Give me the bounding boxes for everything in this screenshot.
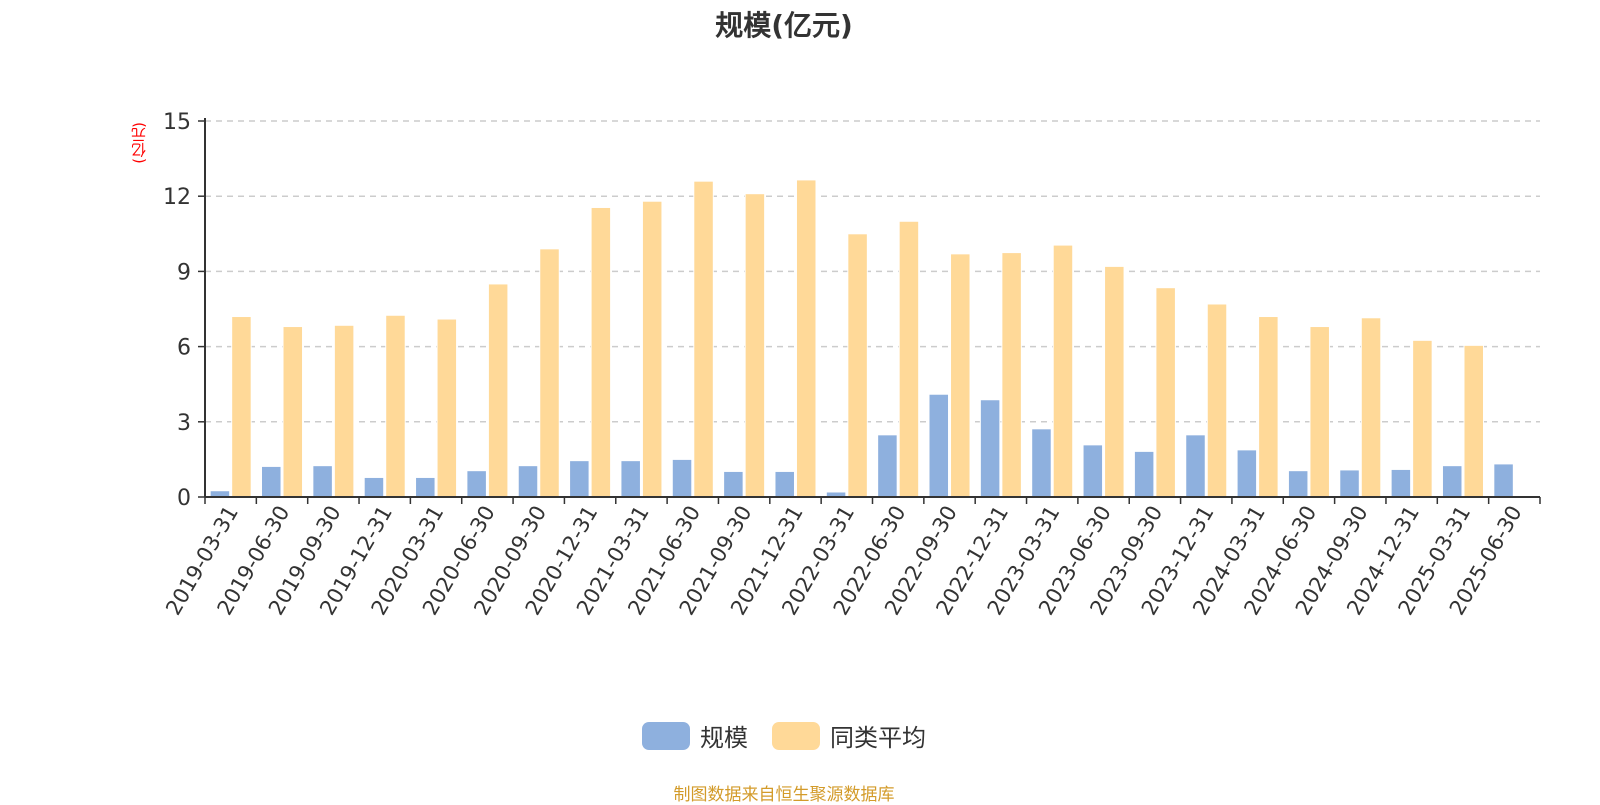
bar-peer-average — [487, 283, 509, 498]
bar-scale — [517, 465, 539, 498]
bar-scale — [466, 470, 487, 498]
bar-scale — [363, 476, 385, 498]
legend-swatch — [642, 721, 690, 750]
y-tick-label: 12 — [163, 185, 191, 210]
bar-peer-average — [1360, 317, 1382, 498]
bar-peer-average — [744, 193, 766, 498]
bar-peer-average — [436, 318, 458, 498]
bar-peer-average — [282, 326, 304, 498]
y-tick-label: 15 — [163, 110, 191, 135]
bar-scale — [928, 393, 950, 498]
bar-scale — [1082, 444, 1104, 498]
bar-peer-average — [385, 314, 406, 498]
bar-peer-average — [795, 179, 817, 498]
bar-scale — [723, 470, 744, 498]
bars — [209, 179, 1514, 498]
y-tick-labels: 0 3 6 9 12 15 — [163, 110, 191, 511]
bar-scale — [1031, 428, 1052, 498]
bar-peer-average — [950, 253, 971, 498]
bar-peer-average — [641, 200, 663, 498]
y-tick-label: 3 — [177, 411, 191, 436]
bar-peer-average — [1052, 244, 1074, 498]
y-tick-label: 6 — [177, 336, 191, 361]
bar-scale — [774, 470, 795, 498]
bar-peer-average — [1309, 326, 1330, 498]
bar-scale — [569, 460, 590, 498]
legend-swatch — [772, 721, 820, 750]
y-tick-label: 0 — [177, 486, 191, 511]
bar-peer-average — [847, 233, 868, 498]
legend: 规模 同类平均 — [0, 718, 1568, 753]
bar-scale — [1236, 449, 1258, 498]
bar-peer-average — [590, 206, 612, 498]
bar-scale — [877, 434, 898, 498]
bar-scale — [1390, 468, 1412, 498]
bar-peer-average — [1463, 344, 1484, 498]
bar-scale — [1493, 463, 1514, 498]
chart-title: 规模(亿元) — [715, 9, 853, 42]
bar-scale — [1339, 469, 1360, 498]
bar-peer-average — [1155, 287, 1176, 498]
source-note: 制图数据来自恒生聚源数据库 — [673, 785, 895, 805]
bar-scale — [671, 458, 693, 498]
legend-item[interactable]: 规模 — [642, 718, 748, 753]
bar-peer-average — [1412, 339, 1433, 498]
bar-peer-average — [1206, 303, 1228, 498]
legend-item[interactable]: 同类平均 — [772, 718, 926, 753]
bar-scale — [1185, 434, 1206, 498]
bar-peer-average — [898, 220, 920, 498]
bar-scale — [312, 465, 333, 498]
bar-scale — [620, 460, 641, 498]
legend-label: 同类平均 — [830, 724, 926, 752]
bar-peer-average — [539, 248, 560, 498]
bar-scale — [979, 399, 1001, 498]
bar-scale — [1287, 470, 1309, 498]
bar-scale — [261, 465, 282, 498]
bar-scale — [415, 476, 436, 498]
bar-peer-average — [333, 324, 355, 498]
axes — [198, 118, 1541, 504]
bar-chart: 0 3 6 9 12 15 2019-03-312019-06-302019-09-302… — [161, 110, 1541, 619]
bar-peer-average — [693, 180, 714, 498]
bar-peer-average — [1001, 252, 1022, 498]
legend-label: 规模 — [700, 724, 748, 752]
bar-scale — [1133, 450, 1155, 498]
bar-scale — [1441, 465, 1463, 498]
bar-peer-average — [1104, 265, 1125, 498]
bar-peer-average — [231, 316, 252, 498]
y-tick-label: 9 — [177, 260, 191, 285]
x-tick-labels: 2019-03-312019-06-302019-09-302019-12-31… — [161, 501, 1526, 619]
bar-peer-average — [1258, 316, 1279, 498]
